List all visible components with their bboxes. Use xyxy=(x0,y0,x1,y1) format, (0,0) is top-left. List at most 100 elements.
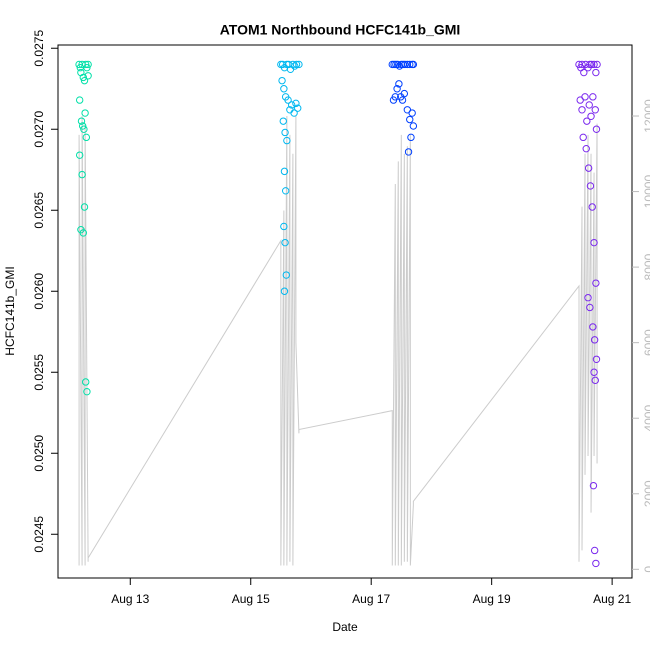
y2-tick-label: 4000 xyxy=(642,405,650,432)
point xyxy=(84,72,92,80)
point xyxy=(578,106,586,114)
point xyxy=(409,122,418,130)
point xyxy=(75,96,84,104)
point xyxy=(78,170,86,179)
point xyxy=(590,238,598,247)
point xyxy=(582,144,590,153)
point xyxy=(409,60,418,69)
point xyxy=(80,125,88,133)
x-axis-label: Date xyxy=(332,620,358,634)
point xyxy=(79,73,87,82)
point xyxy=(287,101,296,109)
point xyxy=(281,128,289,137)
chart-title: ATOM1 Northbound HCFC141b_GMI xyxy=(220,22,461,38)
y2-tick-label: 2000 xyxy=(642,480,650,507)
plot-frame xyxy=(57,44,633,579)
point xyxy=(587,112,595,120)
point xyxy=(592,355,601,363)
point xyxy=(583,117,591,125)
point xyxy=(279,117,287,125)
point xyxy=(408,109,416,117)
point xyxy=(280,85,288,93)
point xyxy=(586,182,595,190)
y2-tick-label: 6000 xyxy=(642,329,650,356)
point xyxy=(407,133,415,142)
y-axis-label: HCFC141b_GMI xyxy=(3,266,17,355)
point xyxy=(281,187,290,195)
point xyxy=(585,101,593,109)
point xyxy=(294,104,302,112)
point xyxy=(590,336,599,344)
point xyxy=(391,93,399,101)
point xyxy=(77,117,86,125)
point xyxy=(290,109,298,117)
point xyxy=(84,60,92,69)
point xyxy=(592,559,600,568)
point xyxy=(291,62,299,70)
point xyxy=(81,109,89,117)
point xyxy=(593,60,601,69)
y-tick-label: 0.0255 xyxy=(32,354,46,391)
point xyxy=(80,76,89,85)
point xyxy=(584,164,593,172)
point xyxy=(590,60,598,69)
point xyxy=(591,106,599,114)
point xyxy=(592,125,601,133)
point xyxy=(281,238,289,247)
point xyxy=(591,376,599,385)
point xyxy=(579,133,587,142)
point xyxy=(590,546,599,555)
y2-tick-label: 10000 xyxy=(642,175,650,209)
point xyxy=(398,96,407,104)
y-tick-label: 0.0260 xyxy=(32,273,46,310)
point xyxy=(592,68,600,77)
y-tick-label: 0.0265 xyxy=(32,192,46,229)
point xyxy=(292,99,300,108)
x-tick-label: Aug 17 xyxy=(352,592,390,606)
point xyxy=(587,60,596,69)
point xyxy=(82,60,90,69)
y2-tick-label: 12000 xyxy=(642,99,650,133)
y2-tick-label: 8000 xyxy=(642,253,650,280)
x-tick-label: Aug 13 xyxy=(111,592,149,606)
point xyxy=(590,368,598,376)
point xyxy=(83,387,91,396)
point xyxy=(580,68,588,77)
point xyxy=(589,93,597,101)
point xyxy=(395,80,403,88)
point xyxy=(82,133,91,142)
point xyxy=(584,294,592,302)
point xyxy=(75,151,84,159)
x-tick-label: Aug 19 xyxy=(473,592,511,606)
point xyxy=(393,85,401,93)
point xyxy=(406,60,414,69)
x-tick-label: Aug 21 xyxy=(593,592,631,606)
point xyxy=(82,378,90,386)
point xyxy=(292,60,301,69)
point xyxy=(395,62,404,70)
point xyxy=(78,122,87,130)
x-tick-label: Aug 15 xyxy=(232,592,270,606)
point xyxy=(80,203,89,211)
y-tick-label: 0.0270 xyxy=(32,111,46,148)
point xyxy=(394,60,402,69)
point xyxy=(283,136,291,145)
point xyxy=(581,93,589,101)
point xyxy=(401,60,409,69)
y-tick-label: 0.0275 xyxy=(32,30,46,67)
point xyxy=(406,115,414,124)
point xyxy=(278,76,286,85)
point xyxy=(79,229,87,237)
point xyxy=(586,303,594,312)
point xyxy=(280,167,289,176)
altitude-line xyxy=(78,116,598,566)
y-tick-label: 0.0250 xyxy=(32,435,46,472)
point xyxy=(404,148,413,156)
point xyxy=(284,96,292,104)
point xyxy=(589,323,597,331)
y2-tick-label: 0 xyxy=(642,566,650,573)
point xyxy=(592,279,600,287)
point xyxy=(280,287,289,295)
point xyxy=(588,203,596,211)
